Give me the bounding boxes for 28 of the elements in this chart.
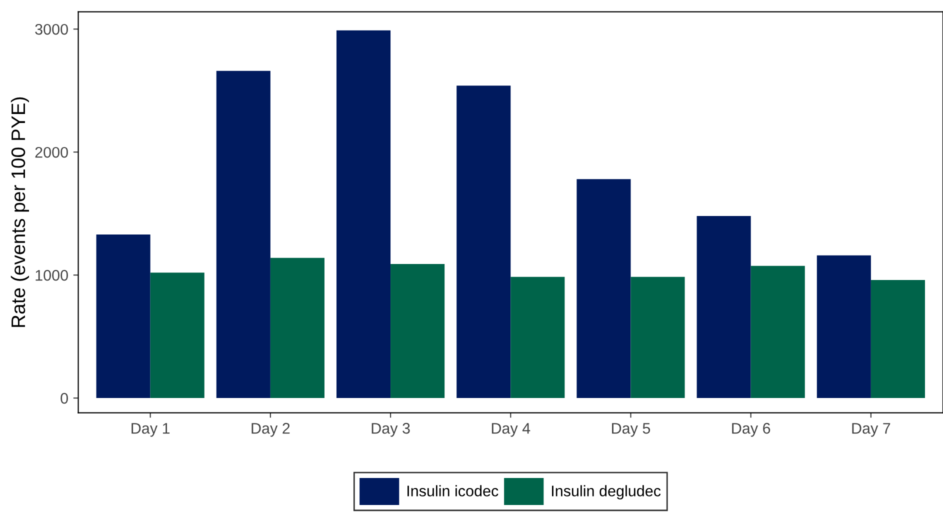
bar <box>696 216 751 398</box>
x-tick-label: Day 3 <box>372 422 410 437</box>
y-tick-label: 3000 <box>35 24 68 35</box>
bar <box>216 70 270 398</box>
bar <box>270 258 324 398</box>
legend-label: Insulin degludec <box>552 485 661 500</box>
x-tick-label: Day 5 <box>612 423 650 437</box>
x-tick-label: Day 7 <box>852 423 890 437</box>
bar <box>390 264 445 398</box>
y-tick-label: 2000 <box>35 146 68 158</box>
x-tick-label: Day 1 <box>132 423 170 437</box>
bar <box>150 272 204 398</box>
y-axis-title: Rate (events per 100 PYE) <box>10 97 30 327</box>
bar <box>816 255 871 398</box>
bar <box>870 280 925 398</box>
legend-label: Insulin icodec <box>408 485 498 496</box>
bar <box>456 86 511 398</box>
y-tick-label: 0 <box>60 392 68 404</box>
x-tick-label: Day 4 <box>492 423 530 437</box>
bar <box>630 276 685 398</box>
bar <box>510 276 565 398</box>
y-tick-label: 1000 <box>36 270 68 281</box>
bar <box>336 30 391 398</box>
x-tick-label: Day 6 <box>732 422 770 437</box>
bar <box>96 234 150 398</box>
bar <box>750 266 805 398</box>
x-tick-label: Day 2 <box>252 422 290 437</box>
bar <box>576 179 631 398</box>
